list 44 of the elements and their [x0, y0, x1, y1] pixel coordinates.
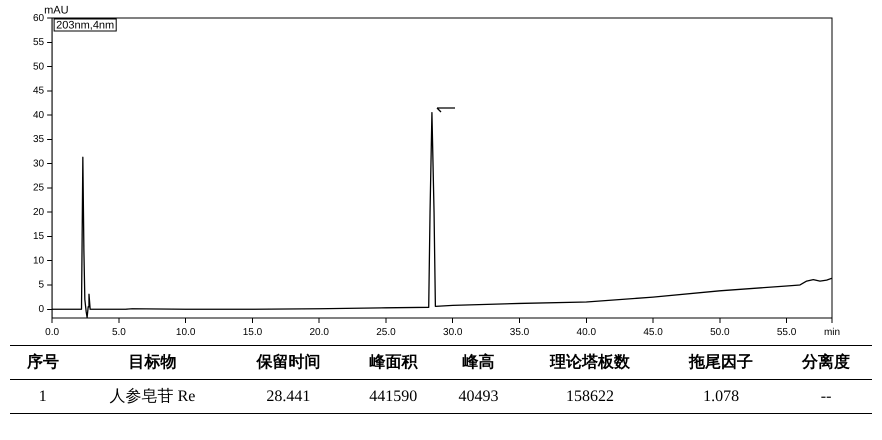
x-tick-label: 10.0	[176, 326, 196, 338]
text: 拖尾因子	[688, 352, 754, 373]
text: 158622	[564, 386, 615, 406]
text: 人参皂苷 Re	[108, 386, 196, 407]
x-tick-label: 40.0	[576, 326, 596, 338]
text: 序号	[26, 352, 60, 373]
x-tick-label: 45.0	[643, 326, 664, 338]
y-tick-label: 45	[33, 86, 45, 97]
y-axis-title: mAU	[44, 4, 69, 17]
y-tick-label: 40	[33, 110, 45, 121]
y-tick-label: 50	[33, 61, 45, 72]
text: --	[820, 386, 832, 406]
x-tick-label: 20.0	[309, 326, 330, 338]
text: 峰高	[462, 352, 496, 373]
y-tick-label: 10	[33, 255, 45, 266]
y-tick-label: 25	[33, 182, 45, 194]
x-tick-label: 0.0	[45, 326, 60, 338]
x-tick-label: 50.0	[710, 326, 730, 338]
x-tick-label: 15.0	[242, 326, 263, 338]
y-tick-label: 30	[33, 158, 45, 170]
y-tick-label: 20	[33, 206, 45, 218]
x-tick-label: 30.0	[443, 326, 463, 338]
y-tick-label: 55	[33, 37, 45, 48]
text: 1.078	[702, 386, 740, 406]
y-tick-label: 0	[38, 304, 45, 316]
text: 1	[38, 386, 48, 406]
text: 分离度	[800, 352, 852, 373]
x-tick-label: 5.0	[112, 326, 126, 338]
y-tick-label: 35	[33, 134, 45, 146]
text: 保留时间	[255, 352, 322, 373]
x-tick-label: 55.0	[776, 326, 797, 338]
text: 目标物	[127, 352, 178, 373]
y-tick-label: 15	[33, 231, 45, 242]
text: 28.441	[265, 386, 312, 406]
text: 441590	[368, 386, 418, 406]
text: 40493	[458, 386, 500, 406]
annotation: 203nm,4nm	[56, 20, 114, 32]
text: 峰面积	[368, 352, 419, 373]
x-tick-label: 35.0	[510, 326, 530, 338]
y-tick-label: 5	[38, 280, 45, 291]
y-tick-label: 60	[33, 12, 45, 24]
x-tick-label: 25.0	[376, 326, 396, 338]
x-tick-label: min	[824, 326, 840, 338]
text: 理论塔板数	[548, 352, 631, 373]
